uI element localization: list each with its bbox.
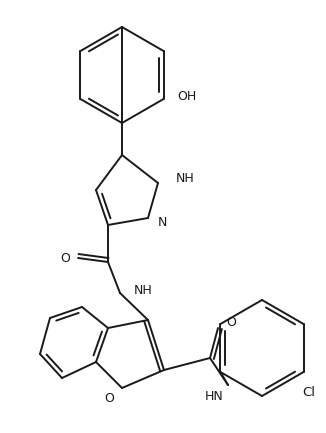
Text: O: O [60, 252, 70, 265]
Text: O: O [226, 317, 236, 330]
Text: N: N [158, 216, 167, 229]
Text: OH: OH [178, 90, 197, 103]
Text: O: O [104, 391, 114, 404]
Text: NH: NH [176, 171, 195, 184]
Text: NH: NH [134, 284, 153, 297]
Text: HN: HN [204, 391, 223, 404]
Text: Cl: Cl [302, 386, 315, 399]
